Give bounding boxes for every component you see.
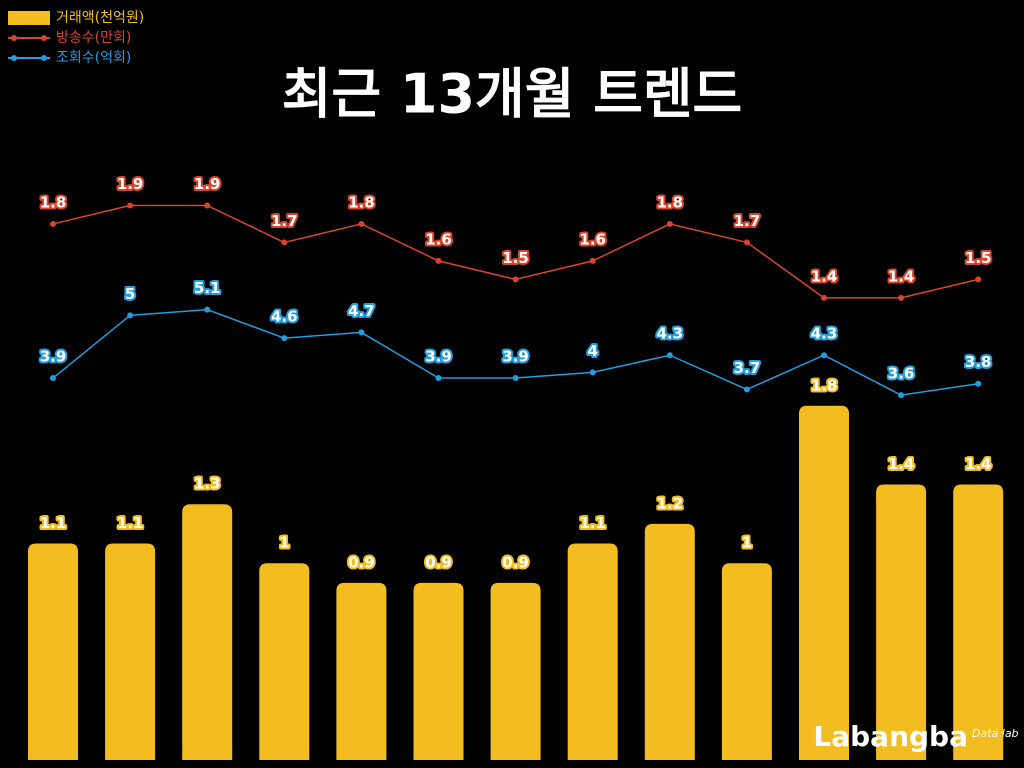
point: [821, 352, 827, 359]
point: [589, 369, 596, 376]
value-label: 4.3: [811, 325, 838, 343]
point: [975, 276, 982, 283]
value-label: 1.2: [657, 494, 684, 512]
value-label: 1: [742, 534, 752, 552]
bar: [28, 543, 78, 760]
legend-label: 방송수(만회): [56, 30, 131, 46]
value-label: 1.7: [734, 212, 761, 230]
bar: [567, 543, 618, 760]
value-label: 1.1: [40, 514, 67, 532]
bar: [182, 504, 233, 760]
point: [975, 380, 982, 387]
value-label: 5.1: [194, 279, 221, 297]
point: [50, 375, 56, 382]
bar: [336, 582, 387, 760]
bar: [490, 582, 541, 760]
point: [743, 386, 750, 393]
point: [50, 220, 56, 227]
legend-swatch: [8, 11, 50, 25]
bar: [259, 563, 310, 760]
value-label: 1.8: [811, 376, 838, 394]
point: [127, 202, 134, 209]
point: [281, 335, 288, 342]
value-label: 4: [587, 342, 597, 360]
value-label: 1.8: [40, 193, 67, 211]
point: [281, 239, 288, 246]
point: [589, 257, 596, 264]
point: [821, 294, 827, 301]
logo-sub: Data lab: [972, 727, 1019, 740]
legend-swatch: [41, 55, 47, 61]
point: [358, 329, 365, 336]
value-label: 1.1: [579, 514, 606, 532]
legend-swatch: [41, 35, 47, 41]
logo-name: Labangba: [813, 720, 968, 753]
value-label: 1.5: [502, 249, 529, 267]
point: [666, 352, 673, 359]
value-label: 1.3: [194, 475, 221, 493]
value-label: 1.4: [965, 455, 992, 473]
value-label: 0.9: [425, 553, 452, 571]
value-label: 1.4: [811, 267, 838, 285]
bar: [799, 405, 849, 760]
bar: [721, 563, 772, 760]
value-label: 3.6: [888, 365, 915, 383]
bar: [644, 523, 695, 760]
point: [204, 306, 211, 313]
value-label: 3.9: [40, 348, 67, 366]
legend-swatch: [11, 35, 17, 41]
value-label: 0.9: [502, 553, 529, 571]
value-label: 1.6: [425, 230, 452, 248]
point: [512, 276, 519, 283]
value-label: 1.4: [888, 267, 915, 285]
bar: [105, 543, 156, 760]
value-label: 3.7: [734, 359, 761, 377]
legend-swatch: [11, 55, 17, 61]
value-label: 1.8: [657, 193, 684, 211]
point: [898, 294, 905, 301]
point: [666, 220, 673, 227]
value-label: 4.3: [657, 325, 684, 343]
point: [204, 202, 211, 209]
value-label: 1.6: [579, 230, 606, 248]
legend-label: 조회수(억회): [56, 50, 131, 66]
value-label: 5: [125, 285, 135, 303]
value-label: 4.6: [271, 308, 298, 326]
point: [512, 375, 519, 382]
point: [435, 257, 442, 264]
value-label: 3.9: [425, 348, 452, 366]
value-label: 1.7: [271, 212, 298, 230]
value-label: 1.8: [348, 193, 375, 211]
value-label: 0.9: [348, 553, 375, 571]
value-label: 1.4: [888, 455, 915, 473]
point: [743, 239, 750, 246]
bar: [413, 582, 464, 760]
value-label: 1: [279, 534, 289, 552]
bar: [876, 484, 927, 760]
point: [127, 312, 134, 319]
value-label: 3.8: [965, 353, 992, 371]
bar: [953, 484, 1004, 760]
value-label: 1.1: [117, 514, 144, 532]
point: [435, 375, 442, 382]
point: [898, 392, 905, 399]
value-label: 1.9: [194, 175, 221, 193]
value-label: 1.9: [117, 175, 144, 193]
value-label: 3.9: [502, 348, 529, 366]
point: [358, 220, 365, 227]
legend-label: 거래액(천억원): [56, 10, 144, 26]
value-label: 1.5: [965, 249, 992, 267]
chart-title: 최근 13개월 트렌드: [282, 63, 743, 126]
value-label: 4.7: [348, 302, 375, 320]
